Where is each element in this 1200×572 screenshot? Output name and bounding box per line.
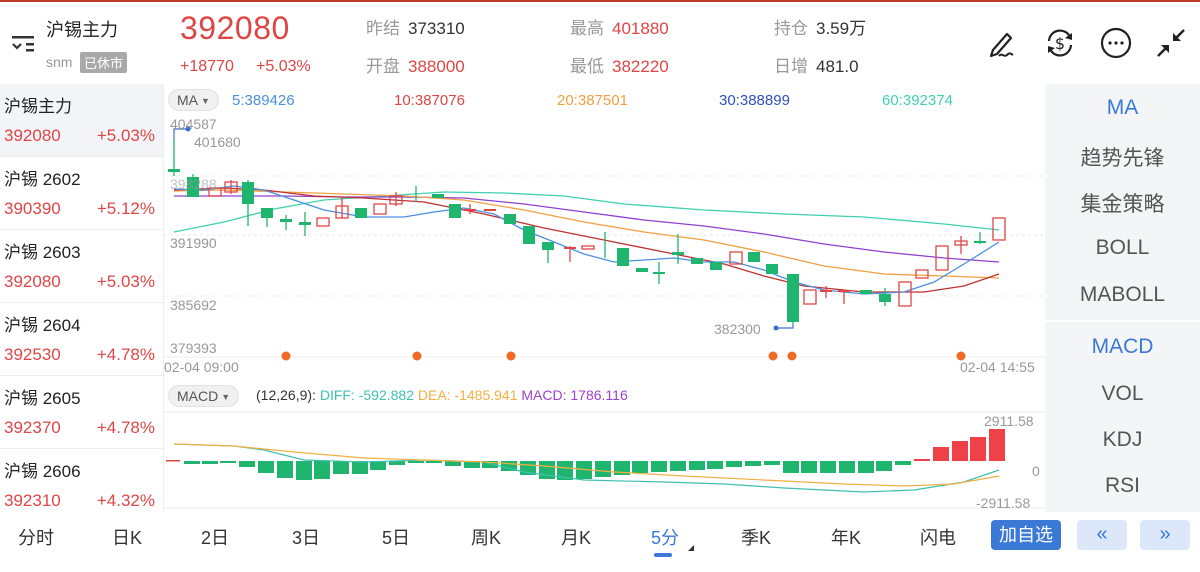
top-accent-line bbox=[0, 0, 1200, 2]
period-tab-bar: 分时 日K 2日 3日 5日 周K 月K 5分 季K 年K 闪电 加自选 « » bbox=[0, 512, 1200, 572]
y-label-max: 404587 bbox=[170, 116, 217, 132]
macd-y-min: -2911.58 bbox=[976, 495, 1031, 511]
tab-timeshare[interactable]: 分时 bbox=[18, 528, 54, 548]
low-marker-label: 382300 bbox=[714, 321, 761, 337]
double-chevron-right-icon: » bbox=[1159, 523, 1171, 545]
contract-item[interactable]: 沪锡 2603 392080 +5.03% bbox=[0, 230, 163, 303]
sidebar-divider bbox=[163, 84, 164, 512]
caret-down-icon: ▼ bbox=[201, 96, 210, 107]
tab-daily[interactable]: 日K bbox=[112, 528, 143, 548]
y-label-min: 379393 bbox=[170, 340, 217, 356]
stat-prev-settle: 昨结 373310 bbox=[366, 19, 465, 38]
ma10-value: 10:387076 bbox=[394, 92, 465, 109]
ma5-value: 5:389426 bbox=[232, 92, 295, 109]
double-chevron-left-icon: « bbox=[1096, 523, 1108, 545]
y-label-3: 391990 bbox=[170, 235, 217, 251]
contract-item[interactable]: 沪锡 2602 390390 +5.12% bbox=[0, 157, 163, 230]
market-status-badge: 已休市 bbox=[80, 52, 128, 73]
tab-monthly[interactable]: 月K bbox=[561, 528, 592, 548]
main-indicator-panel: MA 趋势先锋 集金策略 BOLL MABOLL bbox=[1045, 84, 1200, 320]
caret-down-icon: ▼ bbox=[221, 392, 231, 403]
indicator-rsi[interactable]: RSI bbox=[1104, 474, 1140, 497]
contract-item[interactable]: 沪锡 2605 392370 +4.78% bbox=[0, 376, 163, 449]
macd-y-zero: 0 bbox=[1032, 463, 1040, 479]
high-marker-label: 401680 bbox=[194, 134, 241, 150]
indicator-maboll[interactable]: MABOLL bbox=[1079, 283, 1166, 306]
ma60-value: 60:392374 bbox=[882, 92, 953, 109]
y-label-4: 385692 bbox=[170, 297, 217, 313]
active-tab-indicator bbox=[654, 553, 672, 557]
x-label-start: 02-04 09:00 bbox=[164, 359, 239, 375]
stat-open: 开盘 388000 bbox=[366, 57, 465, 76]
tab-lightning[interactable]: 闪电 bbox=[920, 528, 956, 548]
stat-high: 最高 401880 bbox=[570, 19, 669, 38]
y-label-2: 398288 bbox=[170, 176, 217, 192]
prev-button[interactable]: « bbox=[1077, 520, 1127, 550]
tab-5day[interactable]: 5日 bbox=[382, 528, 411, 548]
change-abs: +18770 bbox=[180, 58, 234, 75]
tab-2day[interactable]: 2日 bbox=[201, 528, 230, 548]
macd-y-max: 2911.58 bbox=[984, 413, 1034, 429]
contract-item[interactable]: 沪锡主力 392080 +5.03% bbox=[0, 84, 163, 157]
draw-icon[interactable] bbox=[985, 26, 1019, 60]
add-watchlist-button[interactable]: 加自选 bbox=[991, 520, 1061, 550]
tab-5min[interactable]: 5分 bbox=[651, 528, 680, 548]
period-dropdown-icon[interactable] bbox=[688, 545, 694, 551]
indicator-vol[interactable]: VOL bbox=[1101, 382, 1144, 405]
ma-indicator-dropdown[interactable]: MA ▼ bbox=[168, 89, 219, 111]
x-label-end: 02-04 14:55 bbox=[960, 359, 1035, 375]
kline-chart-area[interactable]: MA ▼ 5:389426 10:387076 20:387501 30:3888… bbox=[164, 84, 1045, 512]
indicator-kdj[interactable]: KDJ bbox=[1102, 428, 1143, 451]
collapse-icon[interactable] bbox=[1154, 26, 1188, 60]
contract-item[interactable]: 沪锡 2604 392530 +4.78% bbox=[0, 303, 163, 376]
indicator-fund-strategy[interactable]: 集金策略 bbox=[1080, 193, 1165, 216]
currency-exchange-icon[interactable]: $ bbox=[1043, 26, 1077, 60]
contract-item[interactable]: 沪锡 2606 392310 +4.32% bbox=[0, 449, 163, 512]
macd-chart[interactable] bbox=[164, 410, 1045, 510]
indicator-macd[interactable]: MACD bbox=[1091, 335, 1154, 358]
stat-daily-increase: 日增 481.0 bbox=[774, 57, 859, 76]
quote-header: 沪锡主力 snm 已休市 392080 +18770 +5.03% 昨结 3733… bbox=[0, 2, 1200, 84]
tab-3day[interactable]: 3日 bbox=[292, 528, 321, 548]
indicator-trend-pioneer[interactable]: 趋势先锋 bbox=[1080, 147, 1165, 170]
sub-indicator-panel: MACD VOL KDJ RSI bbox=[1045, 322, 1200, 512]
ma30-value: 30:388899 bbox=[719, 92, 790, 109]
contract-list: 沪锡主力 392080 +5.03% 沪锡 2602 390390 +5.12%… bbox=[0, 84, 163, 512]
svg-text:$: $ bbox=[1055, 34, 1065, 53]
tab-weekly[interactable]: 周K bbox=[471, 528, 502, 548]
candlestick-chart[interactable] bbox=[164, 114, 1045, 364]
stat-open-interest: 持仓 3.59万 bbox=[774, 19, 867, 38]
stat-low: 最低 382220 bbox=[570, 57, 669, 76]
last-price: 392080 bbox=[180, 10, 290, 46]
tab-yearly[interactable]: 年K bbox=[831, 528, 862, 548]
list-menu-icon[interactable] bbox=[10, 32, 36, 54]
macd-legend: (12,26,9): DIFF: -592.882 DEA: -1485.941… bbox=[256, 387, 628, 403]
tab-quarterly[interactable]: 季K bbox=[741, 528, 772, 548]
ma20-value: 20:387501 bbox=[557, 92, 628, 109]
next-button[interactable]: » bbox=[1140, 520, 1190, 550]
indicator-boll[interactable]: BOLL bbox=[1095, 236, 1150, 259]
change-pct: +5.03% bbox=[256, 58, 311, 75]
macd-indicator-dropdown[interactable]: MACD ▼ bbox=[168, 385, 240, 407]
instrument-code: snm bbox=[46, 54, 73, 70]
indicator-ma[interactable]: MA bbox=[1106, 96, 1139, 119]
more-icon[interactable] bbox=[1099, 26, 1133, 60]
instrument-name: 沪锡主力 bbox=[46, 20, 118, 40]
